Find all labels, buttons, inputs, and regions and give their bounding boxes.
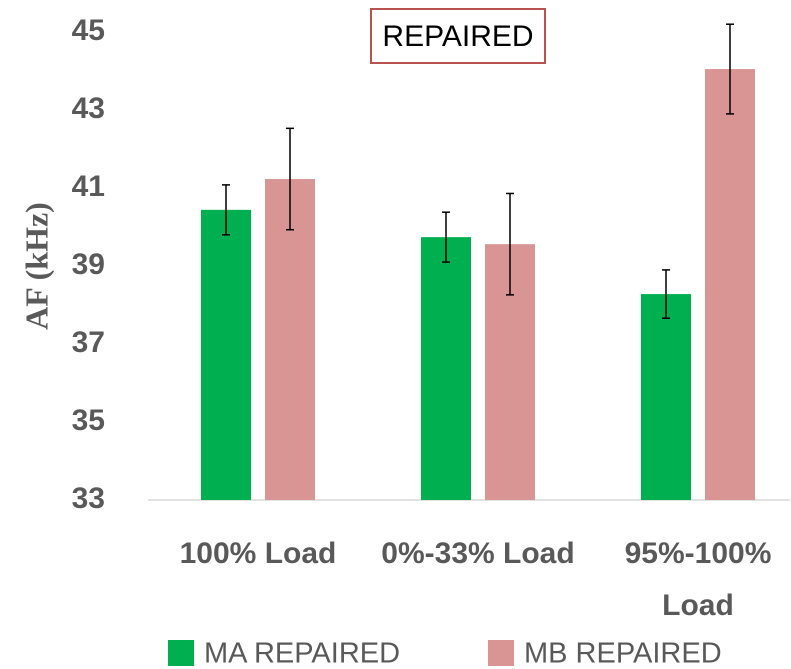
bar bbox=[705, 69, 755, 501]
y-axis-label: AF (kHz) bbox=[18, 202, 54, 330]
x-tick-label: 100% Load bbox=[179, 537, 337, 570]
bar bbox=[641, 294, 691, 500]
x-tick-label: 95%-100% Load bbox=[624, 537, 772, 622]
legend-swatch bbox=[168, 640, 194, 666]
y-tick-label: 33 bbox=[72, 482, 105, 515]
legend-label: MA REPAIRED bbox=[204, 638, 400, 669]
y-tick-label: 43 bbox=[72, 92, 105, 125]
bar bbox=[421, 237, 471, 500]
y-tick-label: 39 bbox=[72, 248, 105, 281]
y-tick-label: 45 bbox=[72, 14, 105, 47]
error-bar bbox=[286, 127, 294, 231]
error-bar bbox=[726, 23, 734, 115]
bar bbox=[265, 179, 315, 500]
x-tick-label: 0%-33% Load bbox=[381, 537, 575, 570]
error-bar bbox=[662, 269, 670, 320]
bar bbox=[201, 209, 251, 500]
y-tick-label: 41 bbox=[72, 170, 105, 203]
error-bar bbox=[442, 211, 450, 263]
y-tick-label: 37 bbox=[72, 326, 105, 359]
chart-title: REPAIRED bbox=[370, 8, 546, 64]
error-bar bbox=[506, 192, 514, 296]
error-bar bbox=[222, 184, 230, 236]
legend-swatch bbox=[488, 640, 514, 666]
y-tick-label: 35 bbox=[72, 404, 105, 437]
legend-label: MB REPAIRED bbox=[524, 638, 722, 669]
